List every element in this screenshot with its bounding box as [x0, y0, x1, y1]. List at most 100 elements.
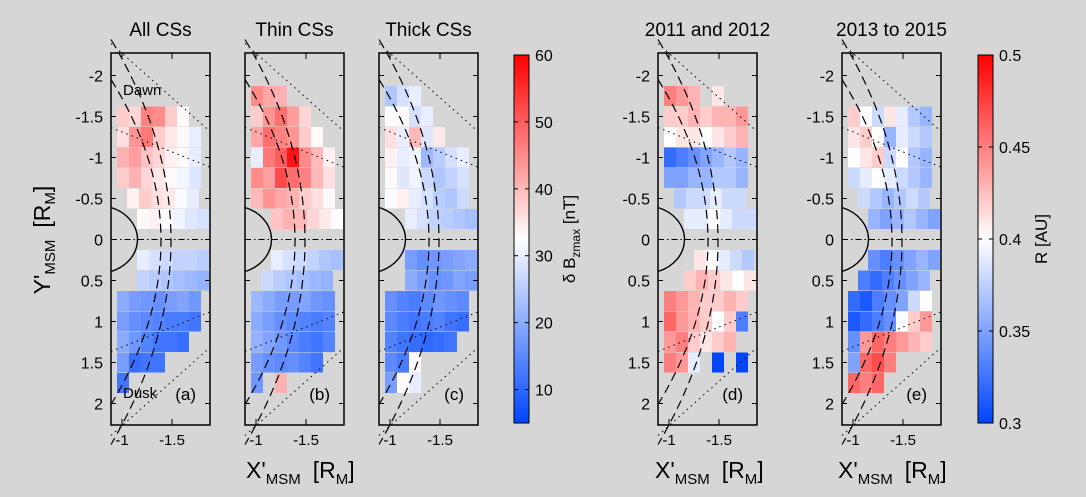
heatmap-cell: [251, 86, 263, 106]
y-tick-label: 1.5: [628, 356, 650, 373]
heatmap-cell: [720, 270, 732, 291]
heatmap-cell: [860, 373, 872, 393]
heatmap-cell: [433, 147, 445, 168]
heatmap-cell: [700, 168, 712, 188]
heatmap-cell: [307, 209, 319, 229]
heatmap-cell: [860, 291, 872, 311]
heatmap-cell: [321, 270, 333, 291]
heatmap-cell: [722, 188, 734, 209]
y-tick-label: -0.5: [806, 192, 834, 209]
colorbar-tick-label: 10: [535, 383, 553, 400]
heatmap-cell: [860, 311, 872, 332]
heatmap-cell: [880, 209, 892, 229]
heatmap-cell: [311, 311, 323, 332]
planet-edge: [110, 206, 139, 273]
heatmap-cell: [433, 168, 445, 188]
heatmap-cell: [283, 209, 295, 229]
heatmap-cell: [872, 168, 884, 188]
magnetopause-curve: [110, 39, 172, 445]
heatmap-cell: [385, 127, 397, 147]
heatmap-cell: [872, 373, 884, 393]
heatmap-cell: [724, 147, 736, 168]
heatmap-cell: [385, 332, 397, 352]
heatmap-cell: [706, 250, 718, 270]
heatmap-cell: [129, 127, 141, 147]
heatmap-cell: [137, 250, 149, 270]
x-tick-label: -1: [383, 432, 396, 449]
heatmap-cell: [397, 147, 409, 168]
heatmap-cell: [918, 188, 930, 209]
heatmap-cell: [928, 209, 940, 229]
heatmap-cell: [858, 188, 870, 209]
heatmap-cell: [163, 188, 175, 209]
heatmap-cell: [421, 188, 433, 209]
panel-c: -1 -1.5 Thick CSs (c): [378, 20, 479, 449]
y-tick-label: 1: [641, 315, 650, 332]
magnetopause-curve: [244, 39, 306, 445]
heatmap-cell: [275, 86, 287, 106]
dotted-line: [378, 43, 479, 132]
heatmap-cell: [275, 352, 287, 373]
heatmap-cell: [712, 291, 724, 311]
heatmap-cell: [688, 127, 700, 147]
heatmap-cell: [880, 250, 892, 270]
heatmap-cell: [884, 127, 896, 147]
heatmap-cell: [129, 168, 141, 188]
heatmap-cell: [736, 311, 748, 332]
heatmap-cell: [165, 127, 177, 147]
heatmap-cell: [684, 270, 696, 291]
heatmap-cell: [700, 127, 712, 147]
heatmap-cell: [918, 270, 930, 291]
planet-edge: [841, 206, 870, 273]
heatmap-cell: [712, 86, 724, 106]
heatmap-cell: [724, 291, 736, 311]
dotted-line: [110, 127, 211, 168]
panel-label: (e): [906, 385, 927, 404]
heatmap-cell: [197, 270, 209, 291]
heatmap-cell: [129, 332, 141, 352]
heatmap-cell: [868, 250, 880, 270]
x-tick-label: -1.5: [427, 432, 453, 449]
heatmap-cell: [724, 168, 736, 188]
heatmap-cell: [920, 106, 932, 127]
heatmap-cell: [153, 291, 165, 311]
heatmap-cell: [676, 127, 688, 147]
heatmap-cell: [848, 168, 860, 188]
y-tick-label: 0.5: [81, 274, 103, 291]
dotted-line: [110, 347, 211, 436]
y-tick-label: -1.5: [622, 110, 650, 127]
heatmap-cell: [149, 209, 161, 229]
heatmap-cell: [732, 270, 744, 291]
planet-edge: [378, 206, 407, 273]
heatmap-cell: [421, 332, 433, 352]
heatmap-cell: [860, 352, 872, 373]
y-tick-label: -1: [820, 151, 834, 168]
heatmap-cell: [311, 127, 323, 147]
heatmap-cell: [287, 168, 299, 188]
heatmap-cell: [153, 311, 165, 332]
heatmap-cell: [283, 250, 295, 270]
heatmap-cell: [896, 311, 908, 332]
heatmap-cell: [734, 188, 746, 209]
heatmap-cell: [299, 332, 311, 352]
heatmap-cell: [465, 250, 477, 270]
dotted-line: [244, 347, 345, 436]
heatmap-cell: [409, 127, 421, 147]
heatmap-cell: [129, 106, 141, 127]
colorbar-dbz-label: δ Bzmax [nT]: [560, 195, 583, 283]
dotted-line: [244, 43, 345, 132]
heatmap-cell: [275, 311, 287, 332]
y-tick-label: 2: [825, 397, 834, 414]
heatmap-cell: [908, 168, 920, 188]
heatmap-cell: [323, 332, 335, 352]
dotted-line: [378, 311, 479, 352]
heatmap-cell: [908, 332, 920, 352]
heatmap-cell: [920, 311, 932, 332]
y-axis-title: Y'MSM[RM]: [29, 186, 59, 295]
heatmap-cell: [676, 86, 688, 106]
heatmap-cell: [896, 127, 908, 147]
y-tick-label: 0: [641, 233, 650, 250]
heatmap-cell: [117, 106, 129, 127]
heatmap-cell: [153, 127, 165, 147]
heatmap-cell: [688, 106, 700, 127]
